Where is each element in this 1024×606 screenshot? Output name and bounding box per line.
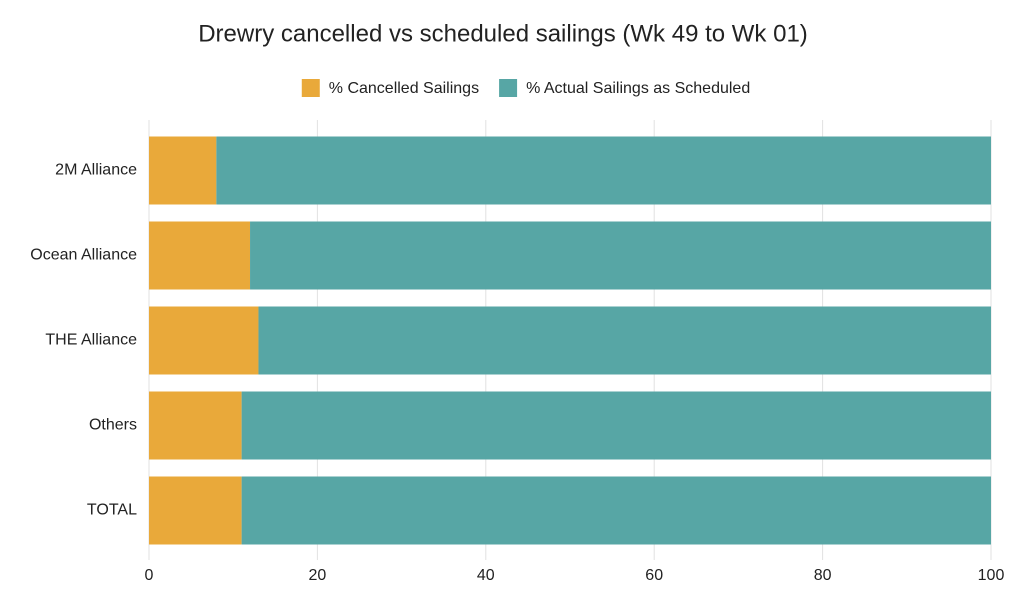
y-tick-label: 2M Alliance <box>55 162 137 179</box>
legend-label: % Cancelled Sailings <box>329 80 479 97</box>
x-tick-label: 100 <box>978 567 1005 584</box>
y-tick-label: THE Alliance <box>45 332 137 349</box>
bar-segment <box>258 306 992 375</box>
x-tick-label: 20 <box>309 567 327 584</box>
bar-segment <box>250 221 992 290</box>
chart-title: Drewry cancelled vs scheduled sailings (… <box>198 20 808 47</box>
x-tick-label: 80 <box>814 567 832 584</box>
bar-segment <box>149 221 251 290</box>
bar-segment <box>241 391 991 460</box>
bar-segment <box>149 136 217 205</box>
y-tick-label: Ocean Alliance <box>30 247 137 264</box>
x-tick-label: 0 <box>145 567 154 584</box>
bar-segment <box>216 136 992 205</box>
bar-segment <box>149 306 259 375</box>
legend-label: % Actual Sailings as Scheduled <box>526 80 750 97</box>
legend: % Cancelled Sailings % Actual Sailings as… <box>301 79 750 97</box>
bar-segment <box>241 476 991 545</box>
bar-segment <box>149 476 242 545</box>
y-tick-label: Others <box>89 417 137 434</box>
legend-swatch <box>301 79 320 97</box>
x-tick-label: 60 <box>645 567 663 584</box>
y-tick-label: TOTAL <box>87 502 137 519</box>
x-tick-label: 40 <box>477 567 495 584</box>
legend-swatch <box>499 79 518 97</box>
bar-segment <box>149 391 242 460</box>
